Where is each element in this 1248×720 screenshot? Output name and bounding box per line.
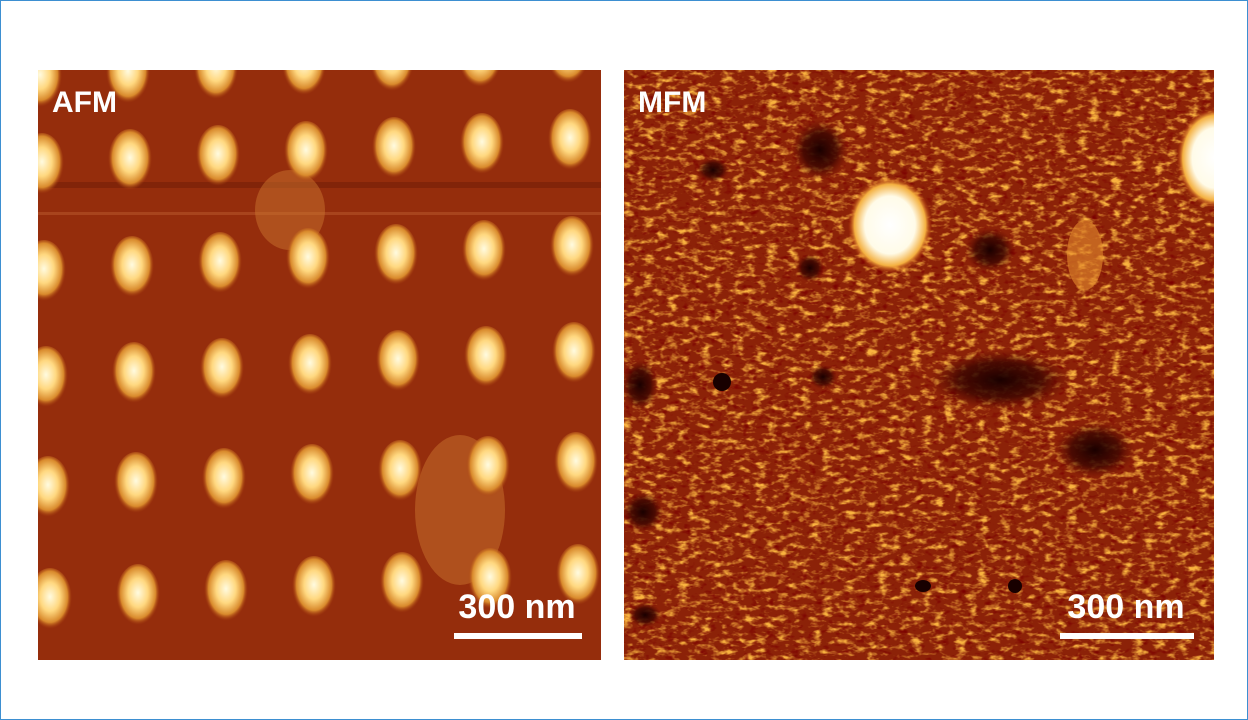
- surface-dot: [198, 232, 242, 296]
- surface-dot: [546, 22, 590, 86]
- figure: AFM 300 nm MFM 300 nm: [0, 0, 1248, 720]
- surface-dot: [378, 440, 422, 504]
- scale-bar-label: 300 nm: [458, 588, 575, 626]
- surface-dot: [204, 560, 248, 624]
- surface-dot: [28, 568, 72, 632]
- surface-dot: [282, 34, 326, 98]
- surface-dot: [286, 228, 330, 292]
- surface-dot: [460, 113, 504, 177]
- surface-dot: [114, 452, 158, 516]
- surface-dot: [370, 30, 414, 94]
- surface-dot: [376, 330, 420, 394]
- surface-dot: [200, 338, 244, 402]
- scale-bar: [454, 633, 582, 639]
- surface-dot: [550, 216, 594, 280]
- surface-dot: [374, 224, 418, 288]
- surface-dot: [108, 129, 152, 193]
- surface-dot: [380, 552, 424, 616]
- surface-dot: [112, 342, 156, 406]
- surface-dot: [24, 346, 68, 410]
- mfm-image: [622, 70, 1248, 660]
- surface-dot: [372, 117, 416, 181]
- surface-dot: [464, 326, 508, 390]
- surface-dot: [202, 448, 246, 512]
- surface-dot: [462, 220, 506, 284]
- surface-dot: [284, 121, 328, 185]
- panel-label: MFM: [638, 86, 706, 119]
- surface-dot: [194, 38, 238, 102]
- surface-dot: [292, 556, 336, 620]
- surface-dot: [20, 133, 64, 197]
- surface-dot: [554, 432, 598, 496]
- surface-dot: [196, 125, 240, 189]
- surface-dot: [466, 436, 510, 500]
- surface-dot: [290, 444, 334, 508]
- surface-dot: [458, 26, 502, 90]
- scale-bar-label: 300 nm: [1067, 588, 1184, 626]
- surface-dot: [288, 334, 332, 398]
- surface-dot: [548, 109, 592, 173]
- scale-bar: [1060, 633, 1194, 639]
- surface-dot: [26, 456, 70, 520]
- surface-dot: [110, 236, 154, 300]
- panel-label: AFM: [52, 86, 117, 119]
- surface-dot: [552, 322, 596, 386]
- surface-dot: [116, 564, 160, 628]
- surface-dot: [22, 240, 66, 304]
